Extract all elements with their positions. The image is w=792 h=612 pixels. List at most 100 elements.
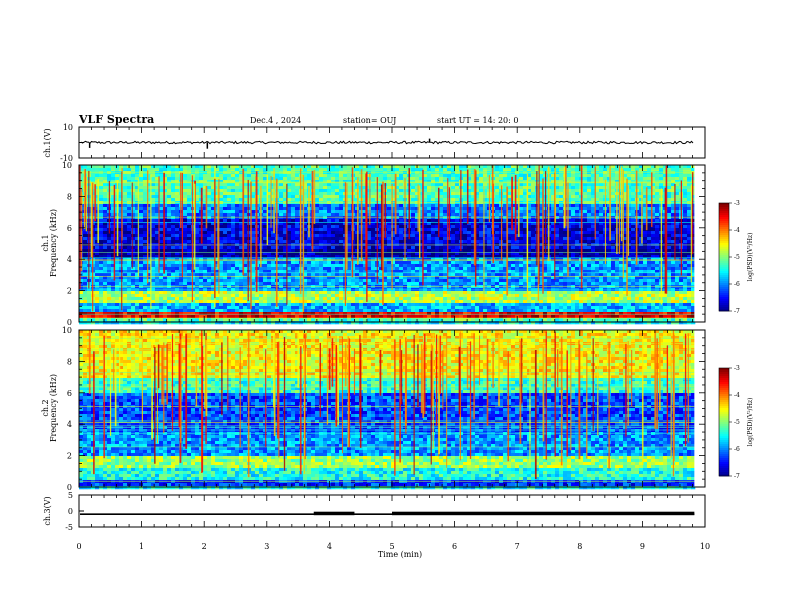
ch1-spec-cell — [355, 270, 360, 274]
ch1-spec-cell — [123, 180, 128, 184]
ch1-spec-cell — [163, 192, 168, 196]
ch1-spec-cell — [131, 171, 136, 175]
ch1-spec-cell — [295, 237, 300, 241]
ch1-spec-cell — [215, 321, 220, 325]
ch1-spec-cell — [267, 222, 272, 226]
ch1-spec-cell — [223, 246, 228, 250]
ch1-spec-cell — [383, 255, 388, 259]
ch1-spec-cell — [247, 264, 252, 268]
ch1-spec-cell — [207, 255, 212, 259]
ch1-spec-cell — [399, 225, 404, 229]
ch1-spec-cell — [111, 231, 116, 235]
ch1-spec-cell — [123, 216, 128, 220]
ch1-spec-cell — [207, 303, 212, 307]
ch1-spec-cell — [423, 273, 428, 277]
ch1-spec-cell — [271, 186, 276, 190]
ch1-spec-cell — [207, 240, 212, 244]
ch1-spec-cell — [367, 312, 372, 316]
ch1-spec-cell — [339, 303, 344, 307]
ch1-spec-cell — [119, 264, 124, 268]
ch1-spec-cell — [415, 300, 420, 304]
ch1-spec-cell — [307, 279, 312, 283]
ch1-spec-cell — [167, 267, 172, 271]
ch1-spec-cell — [159, 195, 164, 199]
ch1-spec-cell — [195, 171, 200, 175]
ch1-spec-cell — [239, 174, 244, 178]
ch1-spec-cell — [395, 318, 400, 322]
ch1-spec-cell — [399, 282, 404, 286]
ch1-spec-cell — [331, 255, 336, 259]
ch1-spec-cell — [323, 306, 328, 310]
ch1-spec-cell — [339, 306, 344, 310]
ch1-spec-cell — [171, 246, 176, 250]
ch1-spec-cell — [95, 273, 100, 277]
ch1-spec-cell — [207, 300, 212, 304]
ch1-spec-cell — [223, 219, 228, 223]
ch1-spec-cell — [103, 261, 108, 265]
ch1-spec-cell — [195, 186, 200, 190]
ch1-spec-cell — [287, 225, 292, 229]
ch1-spec-cell — [179, 228, 184, 232]
ch1-spec-cell — [275, 318, 280, 322]
ch1-spec-cell — [187, 267, 192, 271]
ch1-spec-cell — [427, 171, 432, 175]
ch1-spec-cell — [395, 198, 400, 202]
ch1-spec-cell — [139, 207, 144, 211]
ch1-spec-cell — [419, 216, 424, 220]
ch1-spec-cell — [359, 276, 364, 280]
ch1-spec-cell — [203, 261, 208, 265]
ch1-spec-cell — [395, 210, 400, 214]
ch1-spec-cell — [303, 225, 308, 229]
ch1-spec-cell — [131, 216, 136, 220]
ch1-spec-cell — [131, 222, 136, 226]
ch1-spec-cell — [235, 321, 240, 325]
ch1-spec-cell — [443, 168, 448, 172]
ch1-spec-cell — [187, 303, 192, 307]
ch1-spec-cell — [315, 237, 320, 241]
ch1-spec-cell — [99, 228, 104, 232]
ch1-spec-cell — [103, 186, 108, 190]
ch1-spec-cell — [279, 246, 284, 250]
ch1-spec-cell — [147, 219, 152, 223]
ch1-spec-cell — [247, 276, 252, 280]
ch1-spec-cell — [207, 279, 212, 283]
ch1-spec-cell — [107, 237, 112, 241]
ch1-spec-cell — [315, 198, 320, 202]
ch1-spec-cell — [147, 321, 152, 325]
ch1-spec-cell — [171, 222, 176, 226]
ch1-spec-cell — [119, 186, 124, 190]
ch1-spec-cell — [387, 174, 392, 178]
ch1-spec-cell — [83, 264, 88, 268]
ch1-spec-cell — [139, 276, 144, 280]
ch1-spec-cell — [435, 237, 440, 241]
ch1-spec-cell — [119, 216, 124, 220]
ch1-spec-cell — [195, 261, 200, 265]
ch1-spec-cell — [411, 303, 416, 307]
ch1-spec-cell — [367, 207, 372, 211]
ch1-spec-cell — [251, 279, 256, 283]
ch1-spec-cell — [159, 279, 164, 283]
ch1-spec-cell — [395, 297, 400, 301]
ch1-spec-cell — [195, 222, 200, 226]
ch1-spec-cell — [199, 312, 204, 316]
ch1-spec-cell — [155, 186, 160, 190]
ch1-spec-cell — [171, 312, 176, 316]
ch1-spec-cell — [371, 306, 376, 310]
ch1-spec-cell — [259, 171, 264, 175]
ch1-spec-cell — [267, 177, 272, 181]
ch1-spec-cell — [427, 174, 432, 178]
ch1-spec-cell — [327, 210, 332, 214]
ch1-spec-cell — [279, 210, 284, 214]
ch1-spec-cell — [99, 246, 104, 250]
ch1-spec-cell — [235, 219, 240, 223]
ch1-spec-cell — [243, 240, 248, 244]
ch1-spec-cell — [263, 321, 268, 325]
ch1-spec-cell — [443, 174, 448, 178]
ch1-spec-cell — [307, 177, 312, 181]
ch1-spec-cell — [399, 222, 404, 226]
ch1-spec-cell — [119, 273, 124, 277]
ch1-spec-cell — [323, 297, 328, 301]
ch1-spec-cell — [431, 252, 436, 256]
ch1-spec-cell — [287, 240, 292, 244]
ch1-spec-cell — [439, 246, 444, 250]
